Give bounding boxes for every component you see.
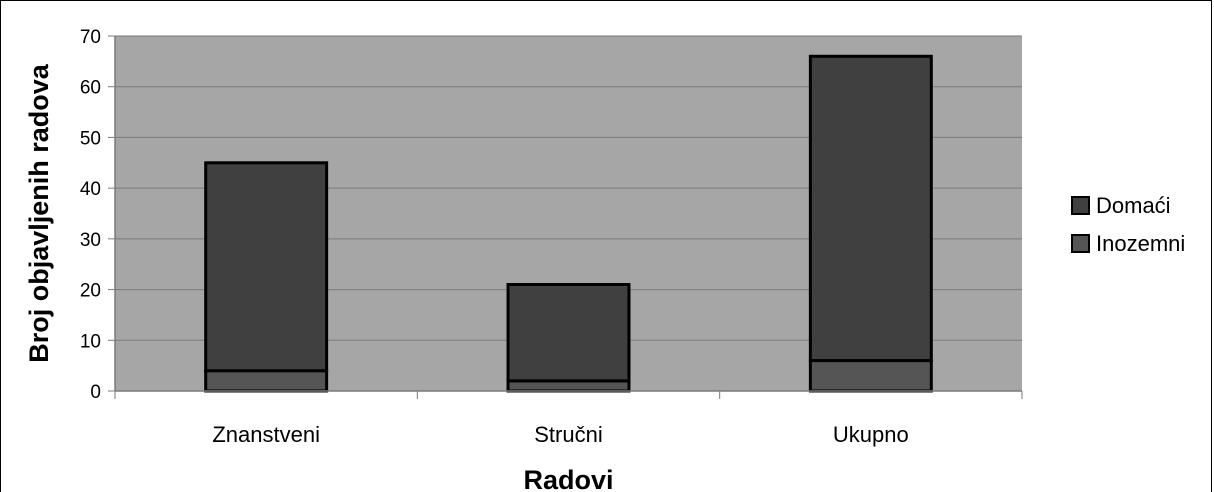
y-tick-label: 30	[80, 230, 101, 251]
axes	[108, 35, 1023, 399]
y-tick-label: 60	[80, 78, 101, 99]
x-tick-label: Ukupno	[833, 422, 909, 447]
bar-domai-0	[204, 161, 329, 373]
legend-swatch	[1071, 234, 1090, 253]
bar-domai-1	[506, 283, 631, 383]
bar-inozemni-0	[204, 369, 329, 393]
y-tick-label: 50	[80, 128, 101, 149]
y-tick-label: 20	[80, 281, 101, 302]
legend: Domaći Inozemni	[1071, 193, 1185, 256]
legend-label: Inozemni	[1096, 231, 1185, 256]
y-tick-label: 70	[80, 27, 101, 48]
y-tick-label: 0	[90, 382, 101, 403]
x-tick-label: Znanstveni	[212, 422, 320, 447]
bar-inozemni-2	[808, 359, 933, 393]
legend-label: Domaći	[1096, 193, 1171, 218]
legend-swatch	[1071, 196, 1090, 215]
y-axis-title: Broj objavljenih radova	[24, 63, 54, 363]
y-tick-labels: 0 10 20 30 40 50 60 70	[80, 27, 101, 403]
bar-inozemni-1	[506, 379, 631, 393]
x-tick-labels: Znanstveni Stručni Ukupno	[212, 422, 908, 447]
y-tick-label: 10	[80, 331, 101, 352]
y-tick-label: 40	[80, 179, 101, 200]
x-axis-title: Radovi	[523, 465, 613, 492]
x-tick-label: Stručni	[534, 422, 602, 447]
bar-domai-2	[808, 54, 933, 363]
